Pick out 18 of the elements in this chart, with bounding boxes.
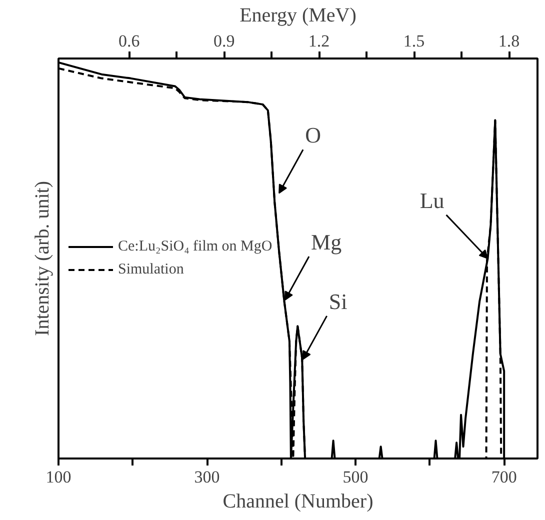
x-tick-label: 100 [46, 468, 72, 486]
x2-tick-label: 1.5 [403, 32, 425, 50]
legend-label: Simulation [118, 261, 184, 278]
x2-tick-label: 0.6 [118, 32, 140, 50]
legend-label: Ce:Lu₂SiO₄ film on MgO [118, 238, 272, 255]
annotation: Si [328, 288, 348, 314]
x2-tick-label: 1.2 [308, 32, 330, 50]
x-tick-label: 300 [194, 468, 220, 486]
x-tick-label: 700 [491, 468, 517, 486]
annotation: O [305, 122, 321, 148]
x2-tick-label: 0.9 [213, 32, 235, 50]
x2-tick-label: 1.8 [498, 32, 520, 50]
x-axis-title: Channel (Number) [222, 490, 374, 512]
x2-axis-title: Energy (MeV) [240, 4, 356, 26]
annotation: Mg [311, 230, 342, 255]
y-axis-title: Intensity (arb. unit) [32, 181, 54, 336]
annotation: Lu [420, 188, 444, 213]
x-tick-label: 500 [342, 468, 368, 486]
